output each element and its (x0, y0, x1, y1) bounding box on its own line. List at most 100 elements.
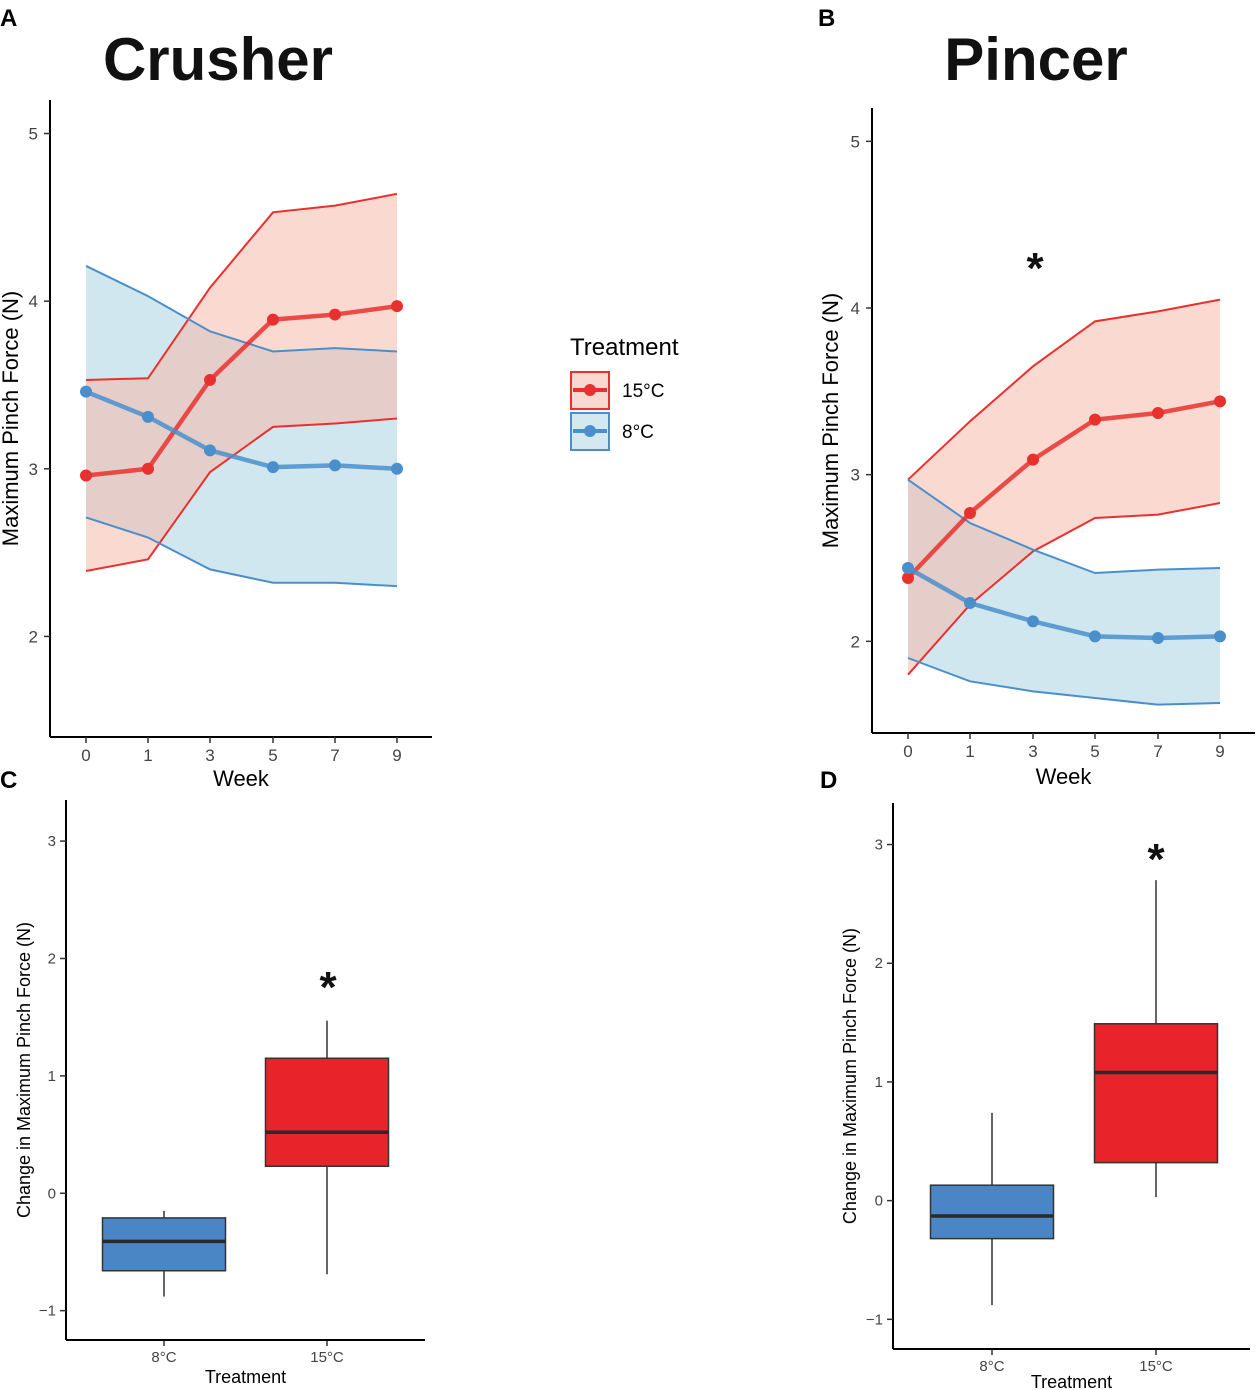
chart-b-x-tick-label: 3 (1028, 742, 1037, 761)
panel-letter-c: C (0, 767, 17, 794)
legend-key-8c-point (584, 425, 596, 437)
chart-c-x-tick-label: 8°C (151, 1349, 176, 1366)
chart-a-point-15c (391, 300, 403, 313)
crusher-title: Crusher (103, 26, 333, 93)
chart-b-ribbon-lower-8c (907, 657, 1221, 706)
chart-a-x-tick-label: 9 (392, 746, 401, 765)
chart-a-point-8c (80, 385, 92, 398)
chart-a-point-15c (204, 373, 216, 386)
chart-a-point-8c (142, 410, 154, 423)
chart-b-x-tick-label: 7 (1153, 742, 1162, 761)
chart-a-y-tick-label: 2 (29, 627, 38, 646)
chart-b-x-tick-label: 5 (1090, 742, 1099, 761)
chart-b-x-tick-label: 0 (903, 742, 912, 761)
chart-c-box-8c (101, 1217, 227, 1272)
chart-b-pincer-line: 2 3 4 5 0 1 3 5 7 9 Week Maximum Pinch Force (N) * (818, 108, 1255, 789)
chart-a-point-15c (142, 462, 154, 475)
chart-b-series-line-15c (906, 399, 1221, 580)
chart-a-ribbon-upper-8c (85, 265, 398, 353)
chart-b-ribbon-upper-8c (907, 478, 1221, 575)
legend-label-15c: 15°C (622, 381, 664, 402)
chart-b-point-8c (902, 562, 914, 574)
chart-a-y-tick-label: 3 (29, 460, 38, 479)
chart-c-box-15c (264, 1057, 390, 1168)
chart-b-ribbon-lower-15c (907, 502, 1221, 676)
chart-b-point-15c (1027, 453, 1039, 466)
chart-a-point-8c (391, 462, 403, 475)
chart-b-point-8c (1089, 630, 1101, 643)
chart-a-x-tick-label: 3 (205, 746, 214, 765)
chart-b-point-8c (1214, 630, 1226, 643)
chart-a-ribbon-lower-15c (85, 417, 398, 573)
chart-b-x-axis-title: Week (1036, 764, 1093, 789)
chart-b-significance-star: * (1026, 244, 1044, 293)
chart-b-point-15c (1089, 413, 1101, 426)
legend-title: Treatment (570, 334, 679, 361)
chart-d-x-tick-label: 8°C (979, 1358, 1004, 1375)
chart-a-point-8c (329, 459, 341, 472)
chart-a-x-tick-label: 5 (268, 746, 277, 765)
chart-b-x-tick-label: 9 (1215, 742, 1224, 761)
chart-d-pincer-box: 8°C 15°C −1 0 1 2 3 Treatment Change in Maximum … (840, 803, 1250, 1390)
chart-b-ribbon-upper-15c (907, 298, 1221, 481)
chart-b-point-8c (1027, 615, 1039, 628)
chart-a-crusher-line: 2 3 4 5 0 1 3 5 7 9 Week Maximum Pinch Force (N) (0, 100, 432, 791)
chart-d-box-15c (1093, 1023, 1219, 1164)
chart-b-x-tick-label: 1 (965, 742, 974, 761)
chart-d-x-tick-label: 15°C (1139, 1358, 1173, 1375)
chart-c-y-tick-label: 2 (48, 950, 56, 967)
chart-c-significance-star: * (319, 963, 337, 1012)
chart-b-series-line-8c (906, 566, 1221, 641)
chart-b-y-tick-label: 3 (851, 466, 860, 485)
chart-b-point-15c (1214, 395, 1226, 408)
legend-label-8c: 8°C (622, 422, 654, 443)
panel-letter-b: B (818, 5, 835, 32)
chart-d-x-axis-title: Treatment (1031, 1372, 1112, 1390)
chart-c-crusher-box: 8°C 15°C −1 0 1 2 3 Treatment Change in Maximum … (14, 800, 425, 1387)
chart-c-y-tick-label: 3 (48, 833, 56, 850)
chart-b-point-15c (902, 572, 914, 584)
chart-c-x-tick-label: 15°C (310, 1349, 344, 1366)
chart-a-ribbon-lower-8c (85, 516, 398, 588)
chart-a-series-line-8c (85, 389, 398, 472)
chart-a-x-tick-label: 1 (143, 746, 152, 765)
panel-letter-a: A (0, 5, 17, 32)
chart-d-box-8c (929, 1184, 1055, 1240)
chart-c-y-tick-label: −1 (39, 1303, 56, 1320)
chart-d-y-tick-label: 0 (875, 1193, 883, 1210)
chart-a-ribbon-upper-15c (85, 192, 398, 381)
chart-b-point-8c (964, 597, 976, 609)
chart-a-y-tick-label: 4 (29, 292, 38, 311)
chart-b-point-8c (1152, 632, 1164, 644)
chart-b-y-tick-label: 4 (851, 299, 860, 318)
chart-c-x-axis-title: Treatment (205, 1367, 286, 1387)
chart-b-ribbon-15c (908, 299, 1220, 675)
chart-a-point-15c (329, 308, 341, 321)
chart-c-y-axis-title: Change in Maximum Pinch Force (N) (14, 922, 34, 1218)
legend: Treatment 15°C 8°C (570, 334, 679, 451)
chart-a-y-tick-label: 5 (29, 125, 38, 144)
chart-d-y-tick-label: 1 (875, 1074, 883, 1091)
chart-d-y-tick-label: 3 (875, 837, 883, 854)
legend-key-15c-point (584, 384, 596, 396)
chart-b-point-15c (1152, 407, 1164, 419)
chart-a-ribbon-15c (86, 193, 397, 572)
chart-a-x-tick-label: 7 (330, 746, 339, 765)
chart-a-x-axis-title: Week (213, 766, 270, 791)
chart-a-point-15c (267, 313, 279, 326)
chart-b-y-axis-title: Maximum Pinch Force (N) (818, 293, 843, 548)
chart-a-y-axis-title: Maximum Pinch Force (N) (0, 291, 23, 546)
pincer-title: Pincer (944, 26, 1127, 93)
chart-a-x-tick-label: 0 (81, 746, 90, 765)
chart-b-point-15c (964, 507, 976, 519)
chart-a-point-8c (204, 444, 216, 457)
panel-letter-d: D (820, 767, 837, 794)
chart-d-y-tick-label: 2 (875, 955, 883, 972)
chart-d-y-tick-label: −1 (866, 1311, 883, 1328)
chart-b-y-tick-label: 5 (851, 132, 860, 151)
chart-b-y-tick-label: 2 (851, 632, 860, 651)
chart-d-y-axis-title: Change in Maximum Pinch Force (N) (840, 928, 860, 1224)
chart-a-series-line-15c (85, 303, 398, 478)
chart-a-point-15c (80, 469, 92, 482)
